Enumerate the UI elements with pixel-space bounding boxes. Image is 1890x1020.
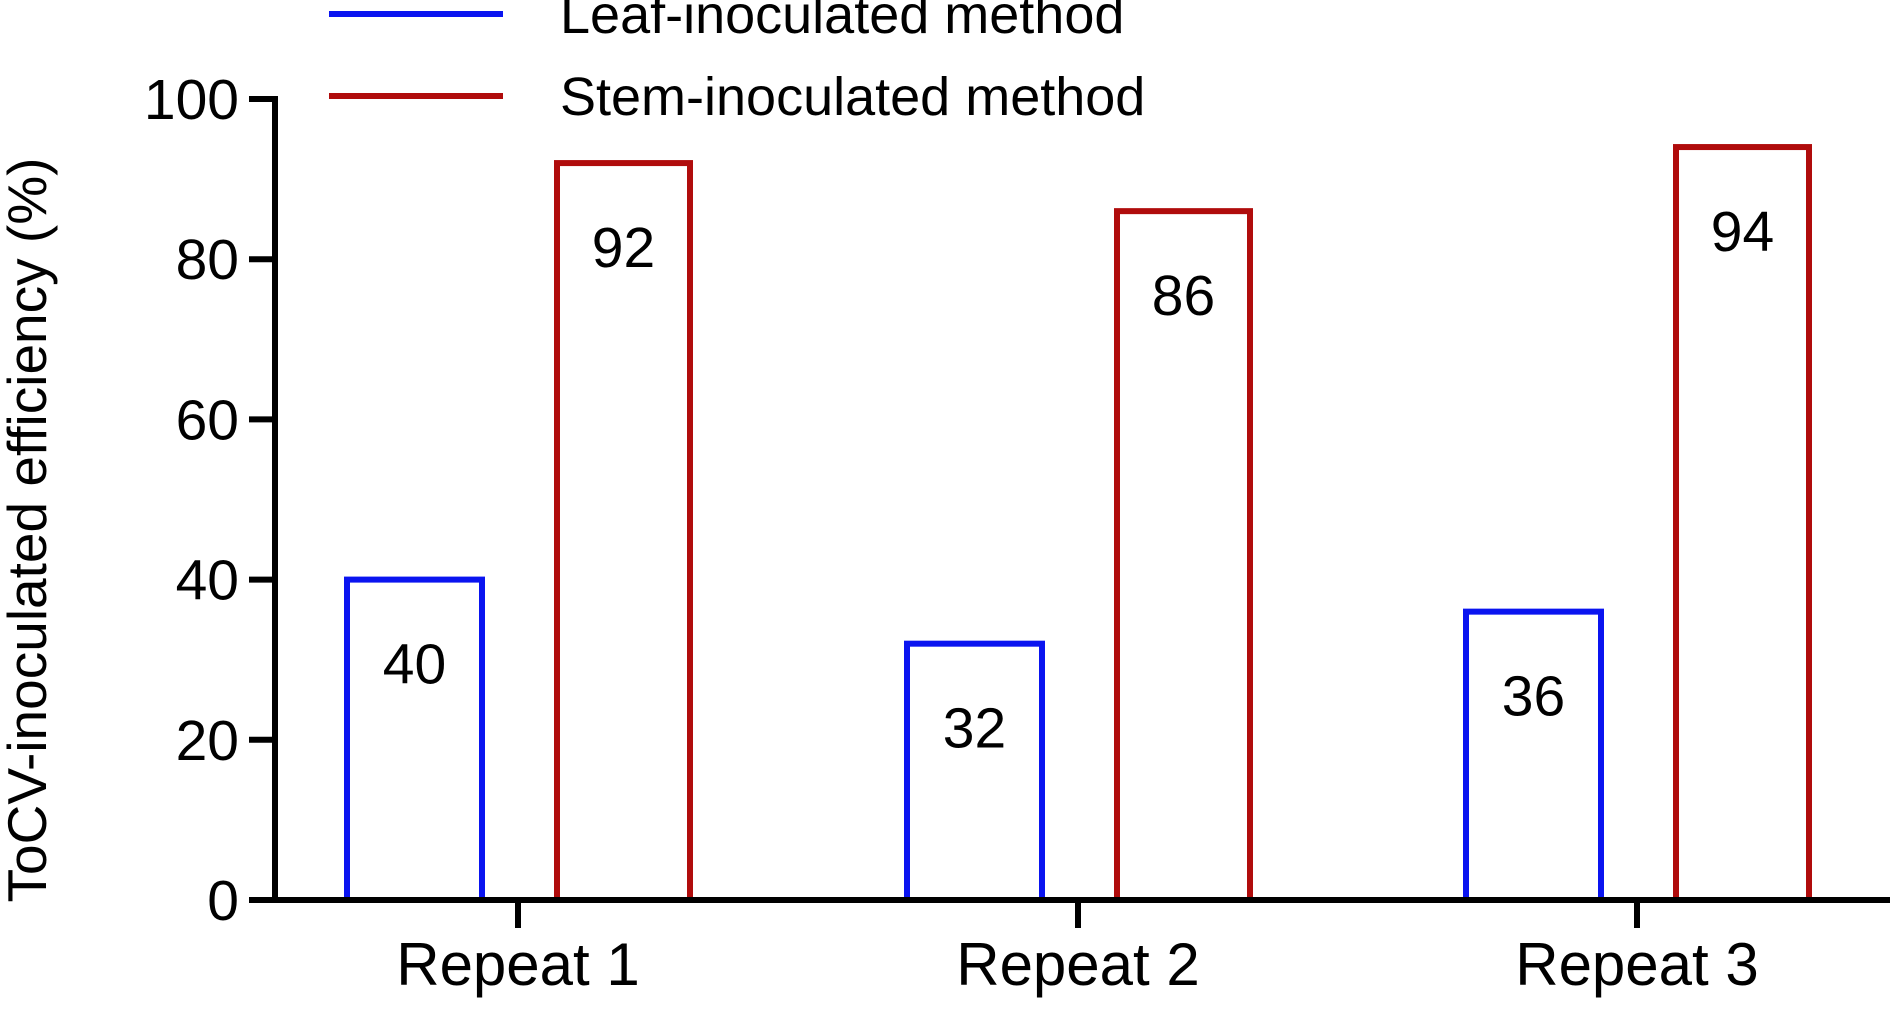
data-label: 40 — [383, 633, 446, 697]
data-label: 92 — [592, 216, 655, 280]
data-label: 86 — [1152, 264, 1215, 328]
legend-label: Stem-inoculated method — [560, 67, 1145, 127]
legend-label: Leaf-inoculated method — [560, 0, 1124, 45]
y-tick-label: 100 — [144, 68, 239, 132]
x-tick-label: Repeat 3 — [1515, 931, 1759, 998]
y-tick-label: 40 — [176, 549, 239, 613]
bar — [344, 576, 485, 903]
y-tick-label: 80 — [176, 228, 239, 292]
data-label: 94 — [1711, 200, 1774, 264]
data-label: 36 — [1502, 665, 1565, 729]
x-tick-label: Repeat 2 — [956, 931, 1200, 998]
y-tick-label: 0 — [207, 869, 239, 933]
bar — [904, 640, 1045, 903]
data-label: 32 — [943, 697, 1006, 761]
y-tick-label: 20 — [176, 709, 239, 773]
y-tick-label: 60 — [176, 388, 239, 452]
legend: Leaf-inoculated method Stem-inoculated me… — [329, 0, 1145, 127]
y-axis-label: ToCV-inoculated efficiency (%) — [0, 158, 58, 903]
x-tick-label: Repeat 1 — [396, 931, 640, 998]
bar — [1463, 608, 1604, 903]
